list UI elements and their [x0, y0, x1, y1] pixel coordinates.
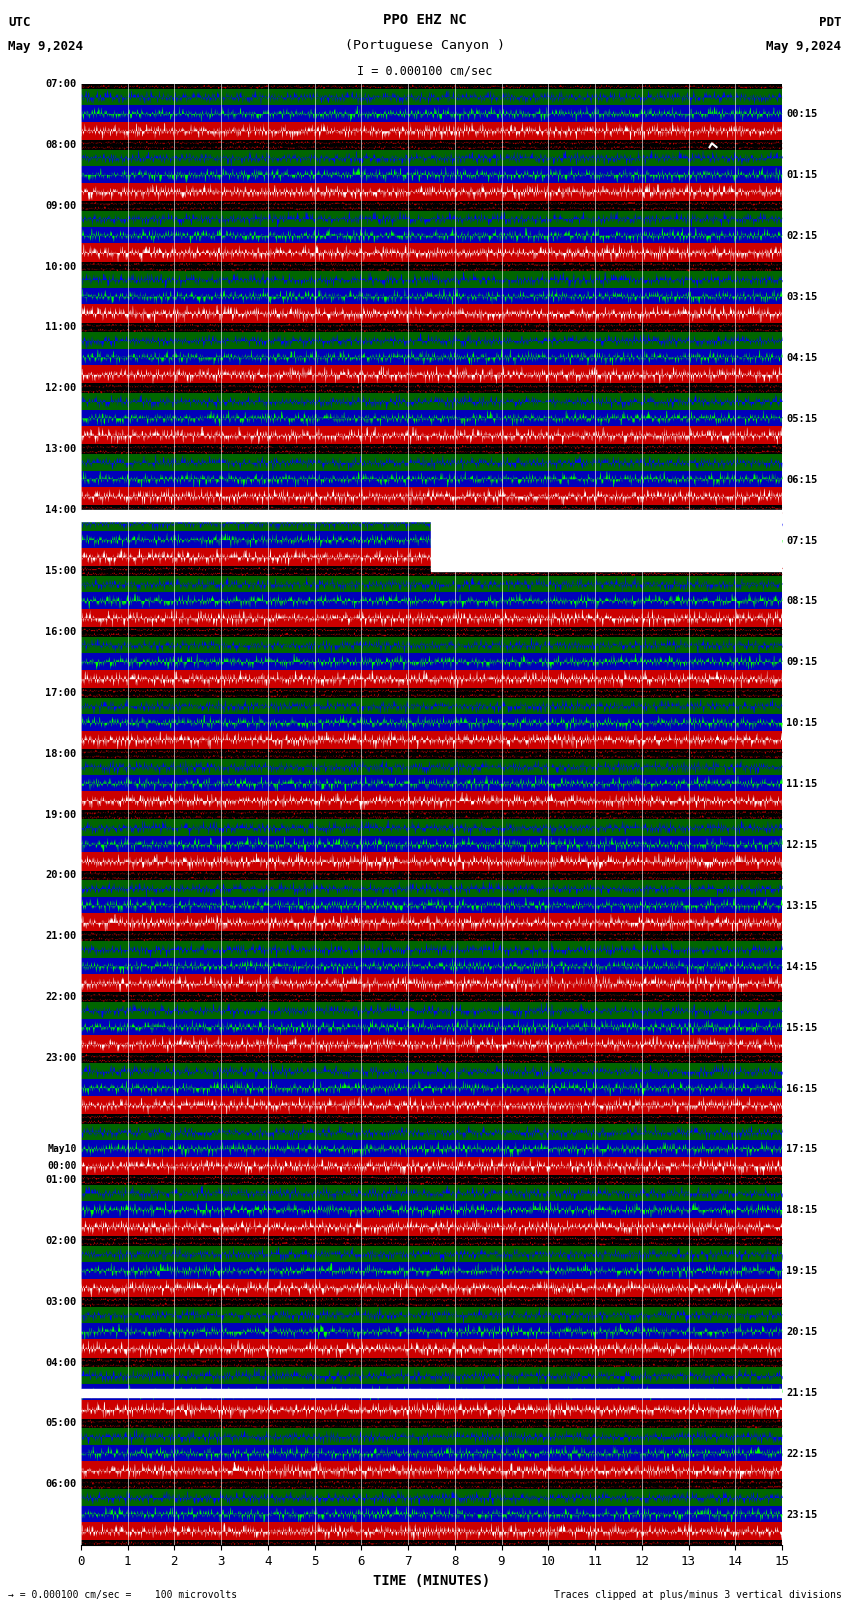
Text: 06:00: 06:00 [45, 1479, 76, 1489]
Text: 00:15: 00:15 [786, 110, 818, 119]
Text: 15:15: 15:15 [786, 1023, 818, 1032]
Text: 04:00: 04:00 [45, 1358, 76, 1368]
Text: I = 0.000100 cm/sec: I = 0.000100 cm/sec [357, 65, 493, 77]
Text: PDT: PDT [819, 16, 842, 29]
Text: (Portuguese Canyon ): (Portuguese Canyon ) [345, 39, 505, 52]
Text: May 9,2024: May 9,2024 [8, 40, 83, 53]
Text: 11:00: 11:00 [45, 323, 76, 332]
Text: 13:15: 13:15 [786, 902, 818, 911]
Text: 17:00: 17:00 [45, 687, 76, 698]
Text: 10:00: 10:00 [45, 261, 76, 271]
Text: 00:00: 00:00 [47, 1161, 76, 1171]
Text: 14:00: 14:00 [45, 505, 76, 515]
Text: 01:00: 01:00 [45, 1174, 76, 1186]
Text: 06:15: 06:15 [786, 474, 818, 484]
Text: 14:15: 14:15 [786, 961, 818, 971]
Text: May10: May10 [47, 1145, 76, 1155]
Text: 04:15: 04:15 [786, 353, 818, 363]
Text: 13:00: 13:00 [45, 444, 76, 455]
Bar [81, 510, 782, 521]
Text: PPO EHZ NC: PPO EHZ NC [383, 13, 467, 27]
Text: 12:00: 12:00 [45, 384, 76, 394]
Text: 19:00: 19:00 [45, 810, 76, 819]
Text: 05:15: 05:15 [786, 415, 818, 424]
Text: 22:00: 22:00 [45, 992, 76, 1002]
Text: 05:00: 05:00 [45, 1418, 76, 1429]
Text: UTC: UTC [8, 16, 31, 29]
Text: 16:00: 16:00 [45, 627, 76, 637]
Text: 16:15: 16:15 [786, 1084, 818, 1094]
Text: 22:15: 22:15 [786, 1448, 818, 1458]
Text: 08:15: 08:15 [786, 597, 818, 606]
Text: 02:15: 02:15 [786, 231, 818, 240]
Text: 17:15: 17:15 [786, 1145, 818, 1155]
Text: 07:15: 07:15 [786, 536, 818, 545]
Text: 02:00: 02:00 [45, 1236, 76, 1245]
Text: May 9,2024: May 9,2024 [767, 40, 842, 53]
Text: 07:00: 07:00 [45, 79, 76, 89]
Text: 09:15: 09:15 [786, 658, 818, 668]
Text: 21:15: 21:15 [786, 1389, 818, 1398]
Text: 10:15: 10:15 [786, 718, 818, 727]
Text: 08:00: 08:00 [45, 140, 76, 150]
Text: 03:15: 03:15 [786, 292, 818, 302]
Bar [81, 1389, 782, 1397]
X-axis label: TIME (MINUTES): TIME (MINUTES) [373, 1574, 490, 1587]
Text: 11:15: 11:15 [786, 779, 818, 789]
Text: 21:00: 21:00 [45, 931, 76, 942]
Bar [431, 521, 782, 571]
Text: 23:00: 23:00 [45, 1053, 76, 1063]
Text: Traces clipped at plus/minus 3 vertical divisions: Traces clipped at plus/minus 3 vertical … [553, 1590, 842, 1600]
Text: 18:00: 18:00 [45, 748, 76, 758]
Text: 18:15: 18:15 [786, 1205, 818, 1215]
Text: 01:15: 01:15 [786, 171, 818, 181]
Text: 03:00: 03:00 [45, 1297, 76, 1307]
Text: 23:15: 23:15 [786, 1510, 818, 1519]
Text: → = 0.000100 cm/sec =    100 microvolts: → = 0.000100 cm/sec = 100 microvolts [8, 1590, 238, 1600]
Text: 12:15: 12:15 [786, 840, 818, 850]
Text: 20:15: 20:15 [786, 1327, 818, 1337]
Text: 15:00: 15:00 [45, 566, 76, 576]
Text: 20:00: 20:00 [45, 871, 76, 881]
Text: 19:15: 19:15 [786, 1266, 818, 1276]
Text: 09:00: 09:00 [45, 200, 76, 211]
